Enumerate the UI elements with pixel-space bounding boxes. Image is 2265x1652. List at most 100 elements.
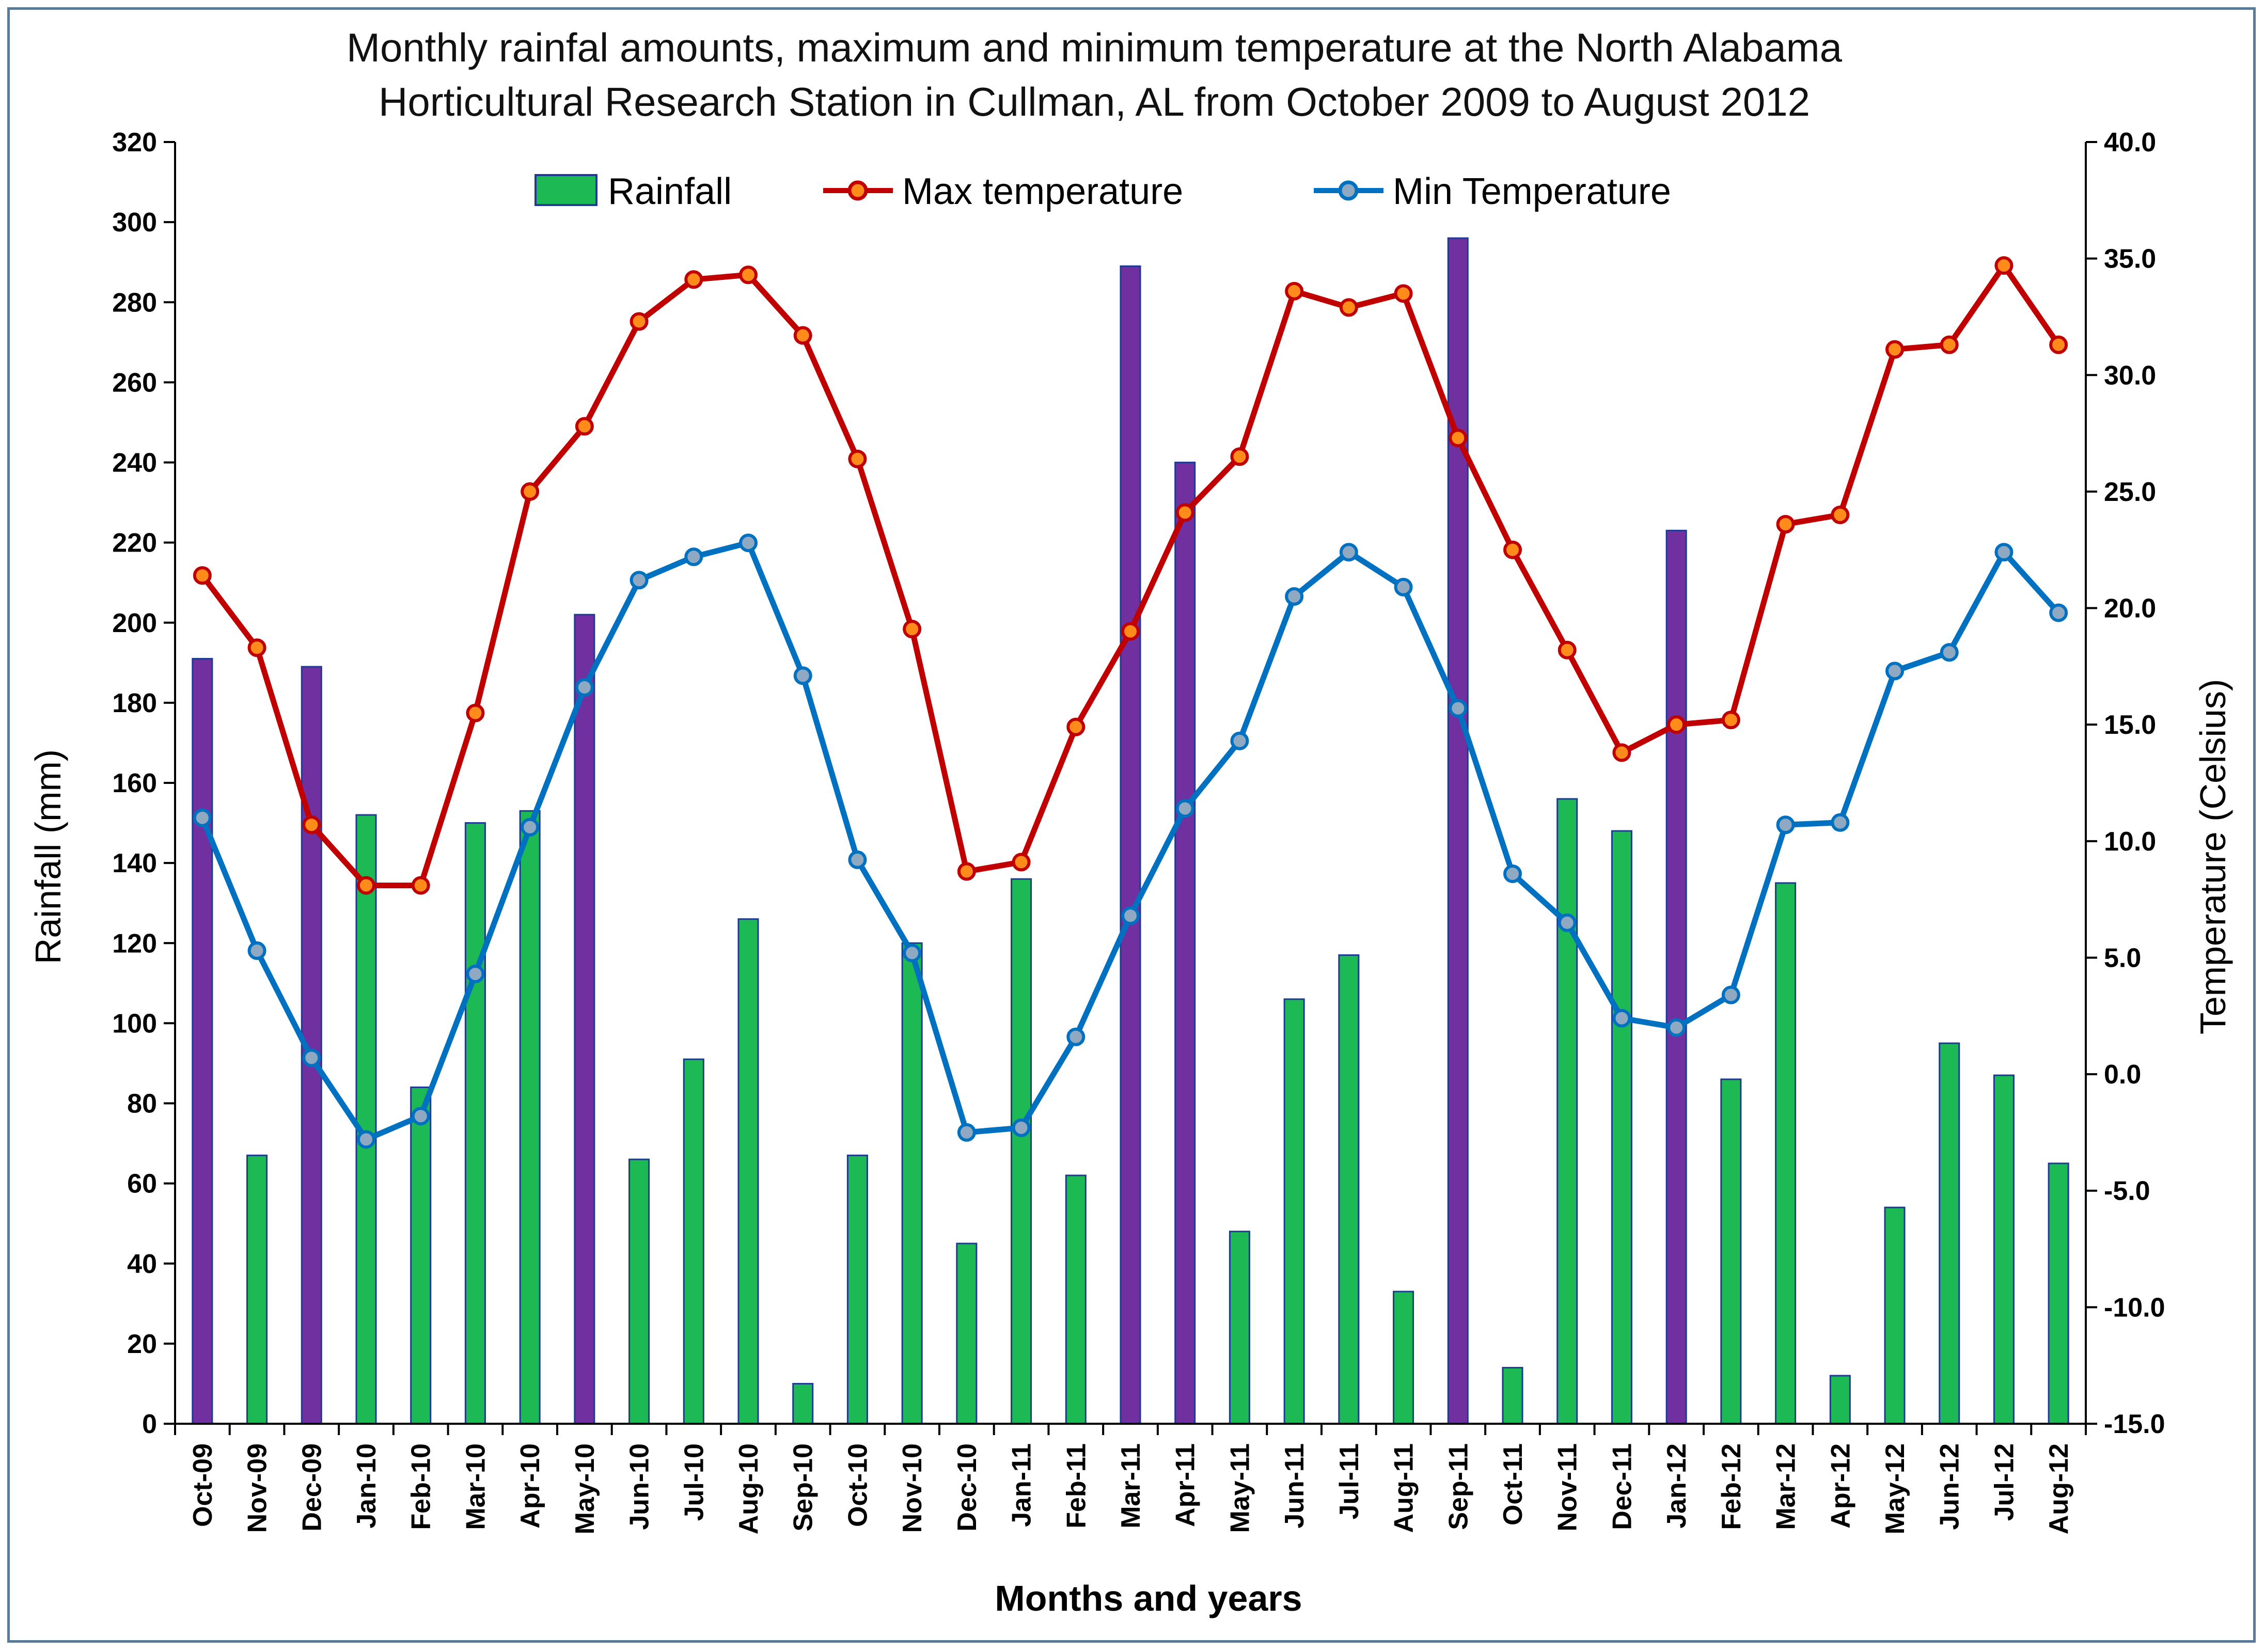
x-tick-label-sep-10: Sep-10 bbox=[789, 1443, 819, 1532]
x-tick-label-mar-12: Mar-12 bbox=[1771, 1443, 1801, 1530]
rainfall-bar-nov-11 bbox=[1556, 798, 1578, 1425]
max-temperature-point-jun-10 bbox=[630, 312, 649, 331]
max-temperature-point-jan-12 bbox=[1667, 715, 1686, 734]
max-temperature-point-feb-12 bbox=[1721, 711, 1740, 730]
rainfall-bar-jun-12 bbox=[1939, 1042, 1960, 1425]
max-temperature-point-jul-10 bbox=[684, 270, 703, 289]
max-temperature-point-jun-12 bbox=[1940, 335, 1959, 354]
x-tick-label-apr-11: Apr-11 bbox=[1171, 1443, 1201, 1527]
x-tick-label-mar-11: Mar-11 bbox=[1116, 1443, 1146, 1529]
y-left-tick-label-160: 160 bbox=[112, 768, 157, 798]
x-tick-label-apr-10: Apr-10 bbox=[515, 1443, 545, 1529]
legend-max-temperature-label: Max temperature bbox=[902, 171, 1183, 212]
max-temperature-point-mar-12 bbox=[1776, 515, 1795, 534]
rainfall-bar-oct-09 bbox=[192, 658, 213, 1425]
legend-min-temperature-label: Min Temperature bbox=[1393, 171, 1671, 212]
y-right-tick-label-5.0: 5.0 bbox=[2104, 943, 2141, 973]
min-temperature-point-nov-11 bbox=[1558, 913, 1577, 932]
x-tick-label-jun-10: Jun-10 bbox=[625, 1443, 655, 1530]
max-temperature-point-jan-10 bbox=[357, 876, 375, 895]
rainfall-bar-jul-10 bbox=[683, 1058, 704, 1425]
x-tick-label-aug-10: Aug-10 bbox=[734, 1443, 764, 1534]
y-left-tick-label-180: 180 bbox=[112, 688, 157, 718]
min-temperature-point-dec-11 bbox=[1612, 1009, 1631, 1028]
y-left-tick-label-40: 40 bbox=[127, 1249, 157, 1279]
x-tick-label-oct-11: Oct-11 bbox=[1498, 1443, 1528, 1525]
rainfall-bar-may-12 bbox=[1884, 1206, 1906, 1425]
y-left-tick-label-60: 60 bbox=[127, 1169, 157, 1199]
max-temperature-point-dec-09 bbox=[302, 815, 321, 835]
x-tick-label-aug-11: Aug-11 bbox=[1389, 1443, 1419, 1533]
rainfall-bar-jan-10 bbox=[355, 814, 377, 1425]
rainfall-bar-jun-10 bbox=[628, 1158, 650, 1425]
y-left-tick-label-240: 240 bbox=[112, 448, 157, 478]
rainfall-bar-may-10 bbox=[574, 613, 595, 1425]
max-temperature-point-nov-09 bbox=[247, 638, 266, 657]
max-temperature-point-jul-12 bbox=[1994, 256, 2014, 275]
temperature-lines bbox=[193, 256, 2068, 1149]
x-tick-label-feb-11: Feb-11 bbox=[1061, 1443, 1091, 1529]
max-temperature-point-aug-12 bbox=[2049, 335, 2068, 354]
y-left-tick-label-120: 120 bbox=[112, 929, 157, 958]
legend-max-temperature-marker bbox=[847, 180, 868, 201]
rainfall-bar-oct-10 bbox=[846, 1154, 868, 1425]
x-tick-label-oct-10: Oct-10 bbox=[843, 1443, 873, 1527]
min-temperature-point-jul-12 bbox=[1994, 543, 2014, 562]
min-temperature-point-jun-11 bbox=[1285, 587, 1304, 606]
rainfall-bar-feb-10 bbox=[410, 1086, 432, 1425]
rainfall-bar-may-11 bbox=[1229, 1231, 1250, 1425]
max-temperature-point-jun-11 bbox=[1285, 281, 1304, 301]
max-temperature-point-oct-09 bbox=[193, 566, 212, 585]
y-left-tick-label-280: 280 bbox=[112, 288, 157, 318]
max-temperature-point-nov-11 bbox=[1558, 640, 1577, 659]
y-right-tick-label-25.0: 25.0 bbox=[2104, 477, 2156, 507]
rainfall-bar-dec-11 bbox=[1611, 830, 1632, 1425]
max-temperature-point-apr-11 bbox=[1175, 503, 1194, 522]
y-left-tick-label-200: 200 bbox=[112, 608, 157, 638]
max-temperature-point-may-11 bbox=[1230, 447, 1249, 466]
y-left-tick-label-300: 300 bbox=[112, 208, 157, 238]
y-right-tick-label-35.0: 35.0 bbox=[2104, 244, 2156, 274]
y-axis-right-title: Temperature (Celsius) bbox=[2193, 679, 2233, 1035]
y-left-tick-label-140: 140 bbox=[112, 848, 157, 878]
x-tick-label-feb-10: Feb-10 bbox=[406, 1443, 436, 1530]
y-left-tick-label-100: 100 bbox=[112, 1009, 157, 1039]
x-tick-label-nov-10: Nov-10 bbox=[898, 1443, 927, 1533]
rainfall-bar-oct-11 bbox=[1502, 1366, 1523, 1425]
y-left-tick-label-20: 20 bbox=[127, 1329, 157, 1359]
chart-title-line-1: Monthly rainfal amounts, maximum and min… bbox=[347, 25, 1843, 70]
max-temperature-point-aug-10 bbox=[739, 265, 758, 285]
min-temperature-point-may-11 bbox=[1230, 731, 1249, 750]
max-temperature-point-dec-11 bbox=[1612, 743, 1631, 762]
min-temperature-point-aug-11 bbox=[1394, 577, 1413, 596]
rainfall-bar-sep-10 bbox=[792, 1382, 814, 1425]
min-temperature-point-jan-12 bbox=[1667, 1018, 1686, 1037]
rainfall-bar-nov-10 bbox=[901, 942, 923, 1425]
y-right-tick-label-40.0: 40.0 bbox=[2104, 128, 2156, 158]
x-tick-label-jan-10: Jan-10 bbox=[352, 1443, 382, 1529]
x-tick-label-may-10: May-10 bbox=[570, 1443, 600, 1534]
rainfall-bar-jul-11 bbox=[1338, 954, 1360, 1425]
x-tick-label-apr-12: Apr-12 bbox=[1826, 1443, 1855, 1529]
min-temperature-point-feb-12 bbox=[1721, 985, 1740, 1004]
max-temperature-point-sep-11 bbox=[1449, 429, 1468, 448]
min-temperature-point-jan-10 bbox=[357, 1130, 375, 1149]
x-tick-label-jun-12: Jun-12 bbox=[1935, 1443, 1965, 1530]
min-temperature-point-may-10 bbox=[575, 678, 594, 697]
rainfall-bar-apr-10 bbox=[519, 810, 541, 1425]
max-temperature-point-apr-10 bbox=[521, 482, 540, 501]
y-right-tick-label--10.0: -10.0 bbox=[2104, 1293, 2165, 1323]
max-temperature-point-aug-11 bbox=[1394, 284, 1413, 303]
rainfall-bar-mar-11 bbox=[1120, 265, 1141, 1425]
x-tick-label-feb-12: Feb-12 bbox=[1717, 1443, 1747, 1530]
min-temperature-point-jul-10 bbox=[684, 547, 703, 567]
x-tick-label-jul-12: Jul-12 bbox=[1989, 1443, 2019, 1521]
x-tick-label-oct-09: Oct-09 bbox=[188, 1443, 218, 1527]
max-temperature-point-mar-10 bbox=[466, 703, 485, 722]
x-tick-label-may-12: May-12 bbox=[1880, 1443, 1910, 1534]
x-tick-label-jul-10: Jul-10 bbox=[679, 1443, 709, 1521]
min-temperature-point-jun-10 bbox=[630, 571, 649, 590]
chart-svg: Monthly rainfal amounts, maximum and min… bbox=[28, 25, 2233, 1618]
y-axis-left-title: Rainfall (mm) bbox=[28, 749, 68, 964]
rainfall-bar-feb-11 bbox=[1065, 1174, 1087, 1425]
